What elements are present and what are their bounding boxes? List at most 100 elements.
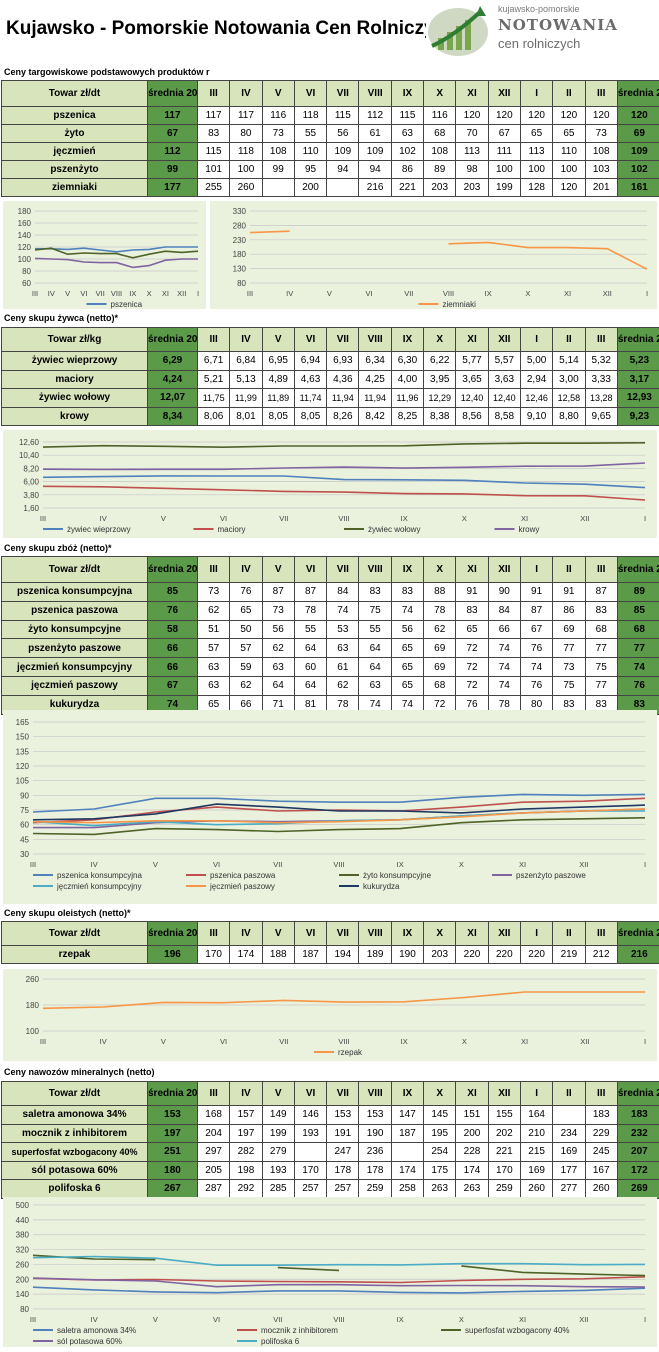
price-cell: 178 <box>359 1161 391 1180</box>
x-tick-label: III <box>40 514 46 523</box>
price-cell <box>553 1106 585 1125</box>
price-cell: 68 <box>585 620 617 639</box>
price-cell: 84 <box>327 583 359 602</box>
series-line <box>43 992 645 1008</box>
price-cell: 64 <box>294 676 326 695</box>
price-cell: 220 <box>488 946 520 964</box>
price-cell: 5,21 <box>198 370 230 389</box>
price-cell: 117 <box>230 107 262 125</box>
price-cell: 115 <box>391 107 423 125</box>
month-header: IX <box>391 922 423 946</box>
price-cell: 260 <box>585 1180 617 1199</box>
avg-2024-value: 117 <box>148 107 198 125</box>
avg-2025-value: 269 <box>617 1180 659 1199</box>
series-line <box>33 1287 645 1293</box>
price-cell: 91 <box>553 583 585 602</box>
section-title: Ceny skupu żywca (netto)* <box>4 313 118 323</box>
legend-label: pszenica konsumpcyjna <box>57 871 142 880</box>
price-cell: 5,13 <box>230 370 262 389</box>
price-cell: 4,89 <box>262 370 294 389</box>
price-cell: 72 <box>456 658 488 677</box>
month-header: III <box>585 1082 617 1106</box>
price-cell: 57 <box>230 639 262 658</box>
price-cell: 8,56 <box>456 407 488 426</box>
price-cell: 4,25 <box>359 370 391 389</box>
price-cell: 72 <box>456 639 488 658</box>
price-cell: 147 <box>391 1106 423 1125</box>
price-cell: 292 <box>230 1180 262 1199</box>
month-header: XII <box>488 81 520 107</box>
price-cell: 11,75 <box>198 389 230 408</box>
price-cell: 6,93 <box>327 352 359 371</box>
x-tick-label: III <box>32 289 38 298</box>
series-line <box>250 231 647 269</box>
price-cell: 5,57 <box>488 352 520 371</box>
price-cell: 74 <box>488 676 520 695</box>
y-tick-label: 200 <box>16 1275 30 1284</box>
x-tick-label: III <box>40 1037 46 1046</box>
legend-label: żywiec wieprzowy <box>67 525 131 534</box>
price-cell: 229 <box>585 1124 617 1143</box>
y-tick-label: 120 <box>18 243 32 252</box>
series-line <box>43 486 645 500</box>
price-cell <box>294 1143 326 1162</box>
page-title: Kujawsko - Pomorskie Notowania Cen Rolni… <box>6 18 426 40</box>
logo-text-main: NOTOWANIA <box>498 16 618 34</box>
price-cell: 13,28 <box>585 389 617 408</box>
price-cell: 63 <box>198 676 230 695</box>
price-cell: 90 <box>488 583 520 602</box>
price-cell: 65 <box>553 125 585 143</box>
y-tick-label: 80 <box>237 279 246 288</box>
product-name: superfosfat wzbogacony 40% <box>2 1143 148 1162</box>
x-tick-label: V <box>153 860 158 869</box>
product-name: żywiec wieprzowy <box>2 352 148 371</box>
price-cell: 59 <box>230 658 262 677</box>
y-tick-label: 180 <box>18 207 32 216</box>
x-tick-label: XI <box>521 1037 528 1046</box>
month-header: XI <box>456 81 488 107</box>
avg-2025-header: średnia 2025 <box>617 922 659 946</box>
price-cell: 145 <box>424 1106 456 1125</box>
x-tick-label: VI <box>220 514 227 523</box>
price-cell: 183 <box>585 1106 617 1125</box>
price-cell: 199 <box>262 1124 294 1143</box>
month-header: IX <box>391 1082 423 1106</box>
avg-2024-value: 112 <box>148 143 198 161</box>
y-tick-label: 230 <box>233 236 247 245</box>
unit-header: Towar zł/kg <box>2 328 148 352</box>
price-cell: 199 <box>488 179 520 197</box>
logo: kujawsko-pomorskie NOTOWANIA cen rolnicz… <box>424 2 656 58</box>
y-tick-label: 30 <box>20 850 29 859</box>
price-cell: 167 <box>585 1161 617 1180</box>
logo-icon <box>424 2 494 58</box>
month-header: II <box>553 328 585 352</box>
price-cell: 70 <box>456 125 488 143</box>
month-header: VI <box>294 1082 326 1106</box>
price-cell: 178 <box>327 1161 359 1180</box>
price-cell: 113 <box>456 143 488 161</box>
x-tick-label: XI <box>519 1315 526 1324</box>
price-cell: 57 <box>198 639 230 658</box>
x-tick-label: IX <box>129 289 136 298</box>
price-cell: 195 <box>424 1124 456 1143</box>
price-cell: 65 <box>456 620 488 639</box>
price-cell: 177 <box>553 1161 585 1180</box>
product-name: żywiec wołowy <box>2 389 148 408</box>
price-cell: 157 <box>230 1106 262 1125</box>
x-tick-label: X <box>462 1037 467 1046</box>
month-header: III <box>585 557 617 583</box>
price-cell: 87 <box>520 601 552 620</box>
price-cell: 200 <box>456 1124 488 1143</box>
price-cell: 297 <box>198 1143 230 1162</box>
month-header: VI <box>294 922 326 946</box>
logo-text-top: kujawsko-pomorskie <box>498 4 580 14</box>
price-cell: 72 <box>456 676 488 695</box>
price-cell: 64 <box>294 639 326 658</box>
price-cell: 73 <box>553 658 585 677</box>
legend-label: pszenżyto paszowe <box>516 871 586 880</box>
